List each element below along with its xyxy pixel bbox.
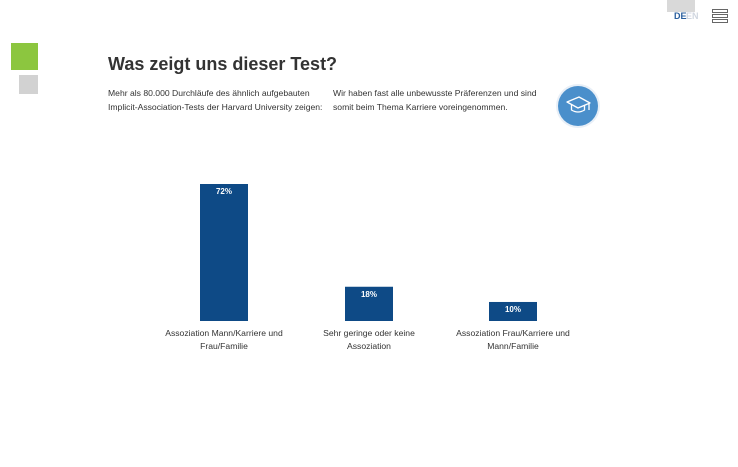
intro-text-left: Mehr als 80.000 Durchläufe des ähnlich a… (108, 88, 323, 112)
page-title: Was zeigt uns dieser Test? (108, 54, 338, 74)
language-switcher-background (667, 0, 695, 12)
bar-value-label-2: 10% (504, 304, 521, 314)
category-label-0: Assoziation Mann/Karriere und Frau/Famil… (165, 328, 283, 351)
category-label-1: Sehr geringe oder keine Assoziation (323, 328, 415, 351)
graduation-cap-icon (558, 86, 598, 126)
bar-0 (200, 184, 248, 321)
bar-value-label-1: 18% (360, 289, 377, 299)
category-label-2: Assoziation Frau/Karriere und Mann/Famil… (456, 328, 570, 351)
bar-1 (345, 286, 393, 321)
hamburger-menu-icon[interactable] (712, 9, 728, 23)
green-accent-square (11, 43, 38, 70)
bar-2 (489, 301, 537, 321)
lang-en-link[interactable]: EN (686, 11, 699, 21)
language-switcher[interactable]: DE EN (667, 0, 699, 24)
lang-de-link[interactable]: DE (674, 11, 687, 21)
intro-text-right: Wir haben fast alle unbewusste Präferenz… (333, 88, 537, 112)
gray-accent-square (19, 75, 38, 94)
bar-value-label-0: 72% (215, 187, 232, 196)
